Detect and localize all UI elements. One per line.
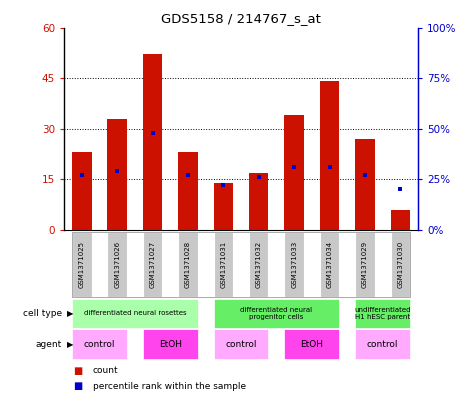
Bar: [143, 55, 162, 230]
Text: GSM1371034: GSM1371034: [326, 241, 332, 288]
Text: ■: ■: [74, 365, 83, 376]
Text: percentile rank within the sample: percentile rank within the sample: [93, 382, 246, 391]
Text: ■: ■: [74, 381, 83, 391]
Bar: [249, 173, 268, 230]
Text: count: count: [93, 366, 118, 375]
Title: GDS5158 / 214767_s_at: GDS5158 / 214767_s_at: [161, 12, 321, 25]
Text: ▶: ▶: [66, 309, 73, 318]
Text: ▶: ▶: [66, 340, 73, 349]
Text: differentiated neural
progenitor cells: differentiated neural progenitor cells: [240, 307, 313, 320]
Text: GSM1371030: GSM1371030: [397, 241, 403, 288]
Bar: [107, 119, 127, 230]
Text: EtOH: EtOH: [159, 340, 182, 349]
Text: agent: agent: [36, 340, 62, 349]
Text: GSM1371033: GSM1371033: [291, 241, 297, 288]
Bar: [178, 152, 198, 230]
Text: differentiated neural rosettes: differentiated neural rosettes: [84, 310, 186, 316]
Text: GSM1371032: GSM1371032: [256, 241, 262, 288]
Bar: [355, 139, 375, 230]
Bar: [72, 152, 92, 230]
Bar: [320, 81, 339, 230]
Text: GSM1371025: GSM1371025: [79, 241, 85, 288]
Bar: [214, 183, 233, 230]
Text: GSM1371031: GSM1371031: [220, 241, 227, 288]
Text: cell type: cell type: [23, 309, 62, 318]
Text: GSM1371026: GSM1371026: [114, 241, 120, 288]
Text: control: control: [225, 340, 257, 349]
Text: control: control: [84, 340, 115, 349]
Text: GSM1371027: GSM1371027: [150, 241, 156, 288]
Bar: [390, 209, 410, 230]
Text: control: control: [367, 340, 399, 349]
Bar: [285, 115, 304, 230]
Text: GSM1371029: GSM1371029: [362, 241, 368, 288]
Text: EtOH: EtOH: [300, 340, 323, 349]
Text: undifferentiated
H1 hESC parent: undifferentiated H1 hESC parent: [354, 307, 411, 320]
Text: GSM1371028: GSM1371028: [185, 241, 191, 288]
